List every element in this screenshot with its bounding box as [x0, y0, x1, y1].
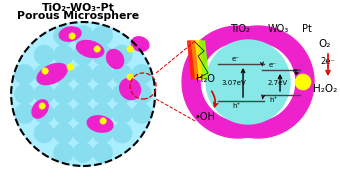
- Circle shape: [54, 143, 74, 163]
- Ellipse shape: [37, 64, 67, 85]
- Text: H₂O₂: H₂O₂: [313, 84, 337, 94]
- Text: WO₃: WO₃: [267, 24, 289, 34]
- Circle shape: [54, 104, 74, 123]
- Ellipse shape: [76, 40, 104, 58]
- Circle shape: [34, 84, 54, 104]
- Circle shape: [34, 104, 54, 123]
- Circle shape: [112, 64, 132, 84]
- Circle shape: [34, 123, 54, 143]
- Circle shape: [39, 103, 45, 109]
- Text: e⁻: e⁻: [269, 62, 277, 68]
- Circle shape: [73, 123, 93, 143]
- Text: H₂O: H₂O: [195, 74, 215, 84]
- Polygon shape: [233, 26, 314, 138]
- Circle shape: [92, 143, 113, 163]
- Text: TiO₂-WO₃-Pt: TiO₂-WO₃-Pt: [42, 3, 115, 13]
- Polygon shape: [188, 41, 197, 79]
- Circle shape: [92, 64, 113, 84]
- Text: •OH: •OH: [194, 112, 216, 122]
- Circle shape: [54, 45, 74, 65]
- Circle shape: [15, 84, 35, 104]
- Polygon shape: [195, 41, 205, 79]
- Circle shape: [112, 84, 132, 104]
- Circle shape: [73, 64, 93, 84]
- Circle shape: [34, 64, 54, 84]
- Circle shape: [54, 84, 74, 104]
- Circle shape: [100, 118, 106, 124]
- Circle shape: [112, 104, 132, 123]
- FancyArrowPatch shape: [326, 54, 330, 74]
- Circle shape: [132, 84, 152, 104]
- Circle shape: [73, 45, 93, 65]
- Circle shape: [42, 68, 48, 74]
- Ellipse shape: [87, 116, 113, 132]
- Text: h⁺: h⁺: [269, 97, 277, 103]
- Circle shape: [94, 46, 100, 52]
- Circle shape: [92, 123, 113, 143]
- Circle shape: [92, 45, 113, 65]
- Circle shape: [132, 104, 152, 123]
- Circle shape: [92, 84, 113, 104]
- Text: Porous Microsphere: Porous Microsphere: [17, 11, 139, 21]
- Polygon shape: [182, 26, 264, 138]
- Circle shape: [54, 64, 74, 84]
- Circle shape: [73, 26, 93, 46]
- Circle shape: [92, 26, 113, 46]
- Circle shape: [112, 45, 132, 65]
- Text: 3.07eV: 3.07eV: [222, 80, 246, 85]
- FancyArrowPatch shape: [212, 91, 218, 107]
- Text: h⁺: h⁺: [232, 103, 240, 109]
- Circle shape: [34, 45, 54, 65]
- Circle shape: [73, 104, 93, 123]
- Circle shape: [112, 123, 132, 143]
- Polygon shape: [191, 41, 201, 79]
- Text: e⁻: e⁻: [232, 56, 240, 62]
- Text: 2.7eV: 2.7eV: [268, 80, 288, 85]
- Circle shape: [67, 64, 73, 70]
- Circle shape: [127, 74, 133, 80]
- Circle shape: [127, 46, 133, 52]
- Circle shape: [15, 64, 35, 84]
- Circle shape: [73, 84, 93, 104]
- Circle shape: [69, 33, 75, 39]
- Ellipse shape: [59, 27, 81, 41]
- Ellipse shape: [120, 78, 140, 100]
- Circle shape: [15, 104, 35, 123]
- Circle shape: [54, 123, 74, 143]
- Ellipse shape: [106, 50, 124, 69]
- Ellipse shape: [32, 100, 48, 118]
- Polygon shape: [200, 41, 208, 79]
- Circle shape: [295, 74, 311, 90]
- Text: O₂: O₂: [319, 39, 331, 49]
- Text: e⁻: e⁻: [293, 68, 301, 74]
- Text: Pt: Pt: [302, 24, 312, 34]
- Circle shape: [132, 64, 152, 84]
- Circle shape: [54, 26, 74, 46]
- Text: 2e⁻: 2e⁻: [321, 57, 336, 66]
- Text: TiO₂: TiO₂: [230, 24, 250, 34]
- Circle shape: [11, 22, 155, 166]
- Circle shape: [206, 40, 290, 124]
- Circle shape: [73, 143, 93, 163]
- Circle shape: [92, 104, 113, 123]
- Ellipse shape: [131, 37, 149, 51]
